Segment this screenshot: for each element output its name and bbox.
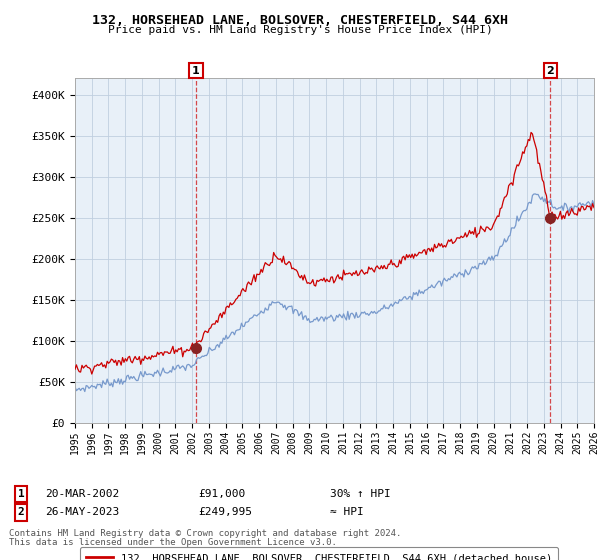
Text: Contains HM Land Registry data © Crown copyright and database right 2024.: Contains HM Land Registry data © Crown c… [9,529,401,538]
Text: 1: 1 [17,489,25,499]
Text: £249,995: £249,995 [198,507,252,517]
Text: 1: 1 [192,66,200,76]
Text: £91,000: £91,000 [198,489,245,499]
Text: ≈ HPI: ≈ HPI [330,507,364,517]
Text: 26-MAY-2023: 26-MAY-2023 [45,507,119,517]
Legend: 132, HORSEHEAD LANE, BOLSOVER, CHESTERFIELD, S44 6XH (detached house), HPI: Aver: 132, HORSEHEAD LANE, BOLSOVER, CHESTERFI… [80,547,559,560]
Text: 2: 2 [17,507,25,517]
Text: 20-MAR-2002: 20-MAR-2002 [45,489,119,499]
Text: This data is licensed under the Open Government Licence v3.0.: This data is licensed under the Open Gov… [9,538,337,547]
Text: 132, HORSEHEAD LANE, BOLSOVER, CHESTERFIELD, S44 6XH: 132, HORSEHEAD LANE, BOLSOVER, CHESTERFI… [92,14,508,27]
Text: 30% ↑ HPI: 30% ↑ HPI [330,489,391,499]
Text: 2: 2 [547,66,554,76]
Text: Price paid vs. HM Land Registry's House Price Index (HPI): Price paid vs. HM Land Registry's House … [107,25,493,35]
